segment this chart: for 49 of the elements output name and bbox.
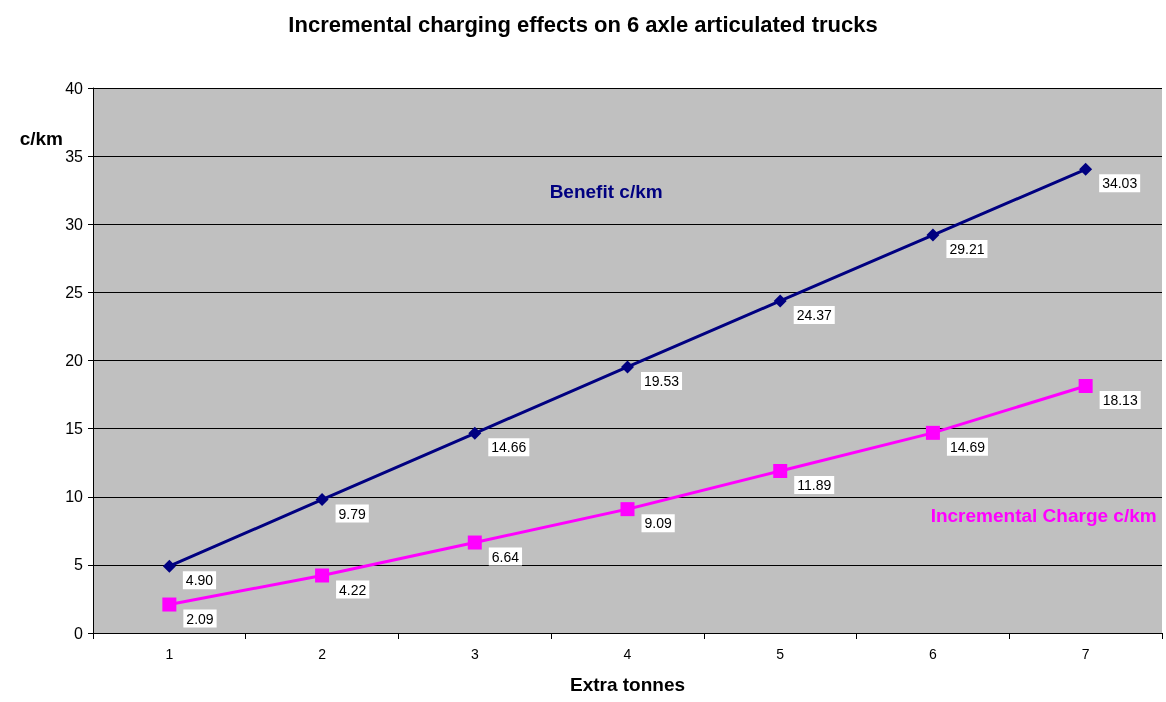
point [468, 426, 482, 440]
x-tick-label: 5 [776, 646, 785, 662]
point [620, 502, 635, 517]
y-tick-label: 35 [65, 147, 84, 165]
point [162, 559, 176, 573]
x-axis-title: Extra tonnes [569, 674, 686, 695]
y-tick-label: 5 [74, 556, 84, 574]
data-label: 4.90 [185, 572, 214, 589]
y-tick-label: 0 [74, 624, 84, 642]
data-label: 24.37 [796, 306, 832, 323]
text: Incremental Charge c/km [930, 505, 1157, 527]
point [621, 360, 634, 374]
data-label: 2.09 [186, 610, 214, 627]
x-tick-label: 4 [623, 646, 632, 662]
text: Benefit c/km [549, 181, 663, 203]
y-tick-label: 40 [65, 79, 84, 97]
data-label: 14.66 [491, 439, 527, 456]
chart-title: Incremental charging effects on 6 axle articulated trucks [288, 11, 878, 37]
point [162, 597, 177, 612]
point [925, 425, 940, 440]
x-tick-label: 7 [1081, 646, 1090, 662]
point [1078, 378, 1093, 393]
data-label: 9.09 [644, 515, 672, 532]
y-tick-label: 20 [65, 352, 84, 369]
data-label: 29.21 [949, 241, 985, 258]
y-tick-label: 15 [65, 420, 84, 438]
point [315, 568, 330, 583]
data-label: 19.53 [644, 372, 680, 389]
data-label: 4.22 [339, 581, 367, 598]
y-axis-title: c/km [19, 128, 63, 150]
x-tick-label: 3 [470, 646, 479, 662]
data-label: 18.13 [1102, 391, 1138, 408]
point [1079, 162, 1093, 176]
data-label: 6.64 [491, 548, 520, 565]
point [315, 493, 329, 507]
point [773, 464, 788, 478]
y-tick-label: 30 [65, 215, 84, 233]
data-label: 34.03 [1102, 175, 1138, 192]
data-label: 11.89 [797, 477, 832, 493]
data-label: 14.69 [949, 438, 986, 455]
point [467, 535, 482, 550]
y-tick-label: 25 [65, 283, 84, 301]
x-tick-label: 2 [318, 646, 327, 662]
x-tick-label: 6 [929, 646, 938, 662]
data-label: 9.79 [338, 505, 367, 522]
y-tick-label: 10 [65, 488, 84, 506]
point [926, 228, 940, 242]
point [773, 294, 787, 308]
x-tick-label: 1 [165, 646, 174, 662]
